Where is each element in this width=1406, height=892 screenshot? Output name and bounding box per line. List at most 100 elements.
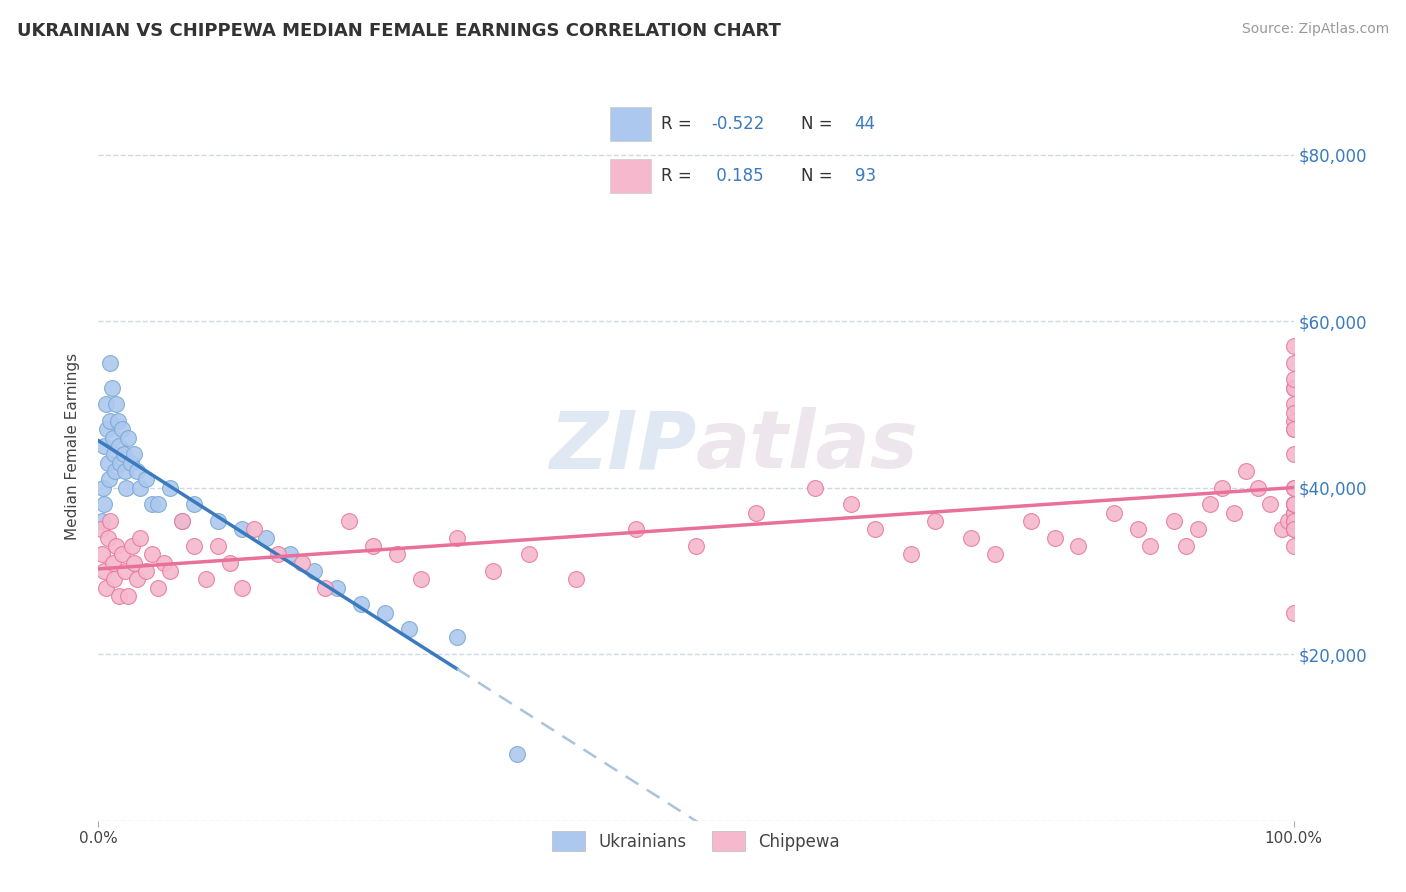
Point bbox=[1067, 539, 1090, 553]
Point bbox=[172, 514, 194, 528]
Text: atlas: atlas bbox=[696, 407, 918, 485]
Point bbox=[1282, 497, 1305, 511]
Point bbox=[1282, 406, 1305, 420]
Point bbox=[506, 747, 529, 761]
Point bbox=[1282, 481, 1305, 495]
Point bbox=[93, 564, 115, 578]
Point bbox=[96, 422, 118, 436]
Point bbox=[1211, 481, 1233, 495]
Point bbox=[1043, 531, 1066, 545]
Point bbox=[685, 539, 707, 553]
Point bbox=[1282, 422, 1305, 436]
Point bbox=[90, 522, 112, 536]
Point bbox=[326, 581, 349, 595]
Point bbox=[93, 497, 115, 511]
Point bbox=[97, 456, 120, 470]
Point bbox=[1163, 514, 1185, 528]
Point bbox=[1282, 381, 1305, 395]
Point bbox=[148, 581, 170, 595]
Point bbox=[1282, 522, 1305, 536]
Point bbox=[135, 472, 157, 486]
Point bbox=[219, 556, 242, 570]
Text: ZIP: ZIP bbox=[548, 407, 696, 485]
Point bbox=[267, 547, 290, 561]
Point bbox=[124, 447, 146, 461]
Point bbox=[153, 556, 176, 570]
Point bbox=[98, 472, 121, 486]
Point bbox=[374, 606, 396, 620]
Point bbox=[1277, 514, 1299, 528]
Point bbox=[159, 481, 181, 495]
Point bbox=[924, 514, 946, 528]
Point bbox=[114, 564, 136, 578]
Point bbox=[482, 564, 505, 578]
Point bbox=[1282, 522, 1305, 536]
Point bbox=[94, 397, 117, 411]
Point bbox=[291, 556, 314, 570]
Point bbox=[1282, 506, 1305, 520]
Point bbox=[129, 481, 152, 495]
Point bbox=[98, 414, 122, 428]
Point bbox=[98, 356, 122, 370]
Point bbox=[517, 547, 540, 561]
Point bbox=[1282, 606, 1305, 620]
Point bbox=[114, 464, 136, 478]
Point bbox=[1139, 539, 1161, 553]
Point bbox=[97, 531, 120, 545]
Y-axis label: Median Female Earnings: Median Female Earnings bbox=[65, 352, 80, 540]
Point bbox=[1282, 497, 1305, 511]
Point bbox=[363, 539, 385, 553]
Point bbox=[1282, 497, 1305, 511]
Point bbox=[1282, 497, 1305, 511]
Point bbox=[231, 522, 253, 536]
Point bbox=[278, 547, 301, 561]
Point bbox=[195, 572, 218, 586]
Point bbox=[1234, 464, 1257, 478]
Point bbox=[148, 497, 170, 511]
Point bbox=[385, 547, 409, 561]
Point bbox=[1282, 397, 1305, 411]
Point bbox=[243, 522, 266, 536]
Point bbox=[1187, 522, 1209, 536]
Point bbox=[1282, 356, 1305, 370]
Point bbox=[115, 481, 138, 495]
Point bbox=[107, 589, 129, 603]
Point bbox=[1175, 539, 1198, 553]
Point bbox=[105, 397, 128, 411]
Point bbox=[159, 564, 181, 578]
Point bbox=[350, 597, 373, 611]
Point bbox=[446, 531, 468, 545]
Point bbox=[1282, 522, 1305, 536]
Point bbox=[117, 589, 139, 603]
Point bbox=[107, 439, 129, 453]
Text: UKRAINIAN VS CHIPPEWA MEDIAN FEMALE EARNINGS CORRELATION CHART: UKRAINIAN VS CHIPPEWA MEDIAN FEMALE EARN… bbox=[17, 22, 780, 40]
Point bbox=[124, 556, 146, 570]
Point bbox=[804, 481, 827, 495]
Point bbox=[1282, 372, 1305, 386]
Point bbox=[1282, 514, 1305, 528]
Point bbox=[93, 439, 115, 453]
Point bbox=[104, 464, 127, 478]
Point bbox=[565, 572, 588, 586]
Text: Source: ZipAtlas.com: Source: ZipAtlas.com bbox=[1241, 22, 1389, 37]
Point bbox=[107, 414, 129, 428]
Point bbox=[1271, 522, 1294, 536]
Point bbox=[121, 539, 143, 553]
Point bbox=[183, 497, 205, 511]
Point bbox=[865, 522, 887, 536]
Point bbox=[254, 531, 277, 545]
Point bbox=[1019, 514, 1042, 528]
Point bbox=[101, 556, 124, 570]
Point bbox=[101, 431, 124, 445]
Point bbox=[1282, 514, 1305, 528]
Point bbox=[1282, 506, 1305, 520]
Point bbox=[117, 431, 139, 445]
Point bbox=[125, 572, 148, 586]
Point bbox=[315, 581, 337, 595]
Point bbox=[411, 572, 433, 586]
Point bbox=[1282, 339, 1305, 353]
Point bbox=[103, 572, 125, 586]
Point bbox=[1258, 497, 1281, 511]
Point bbox=[984, 547, 1007, 561]
Point bbox=[1282, 381, 1305, 395]
